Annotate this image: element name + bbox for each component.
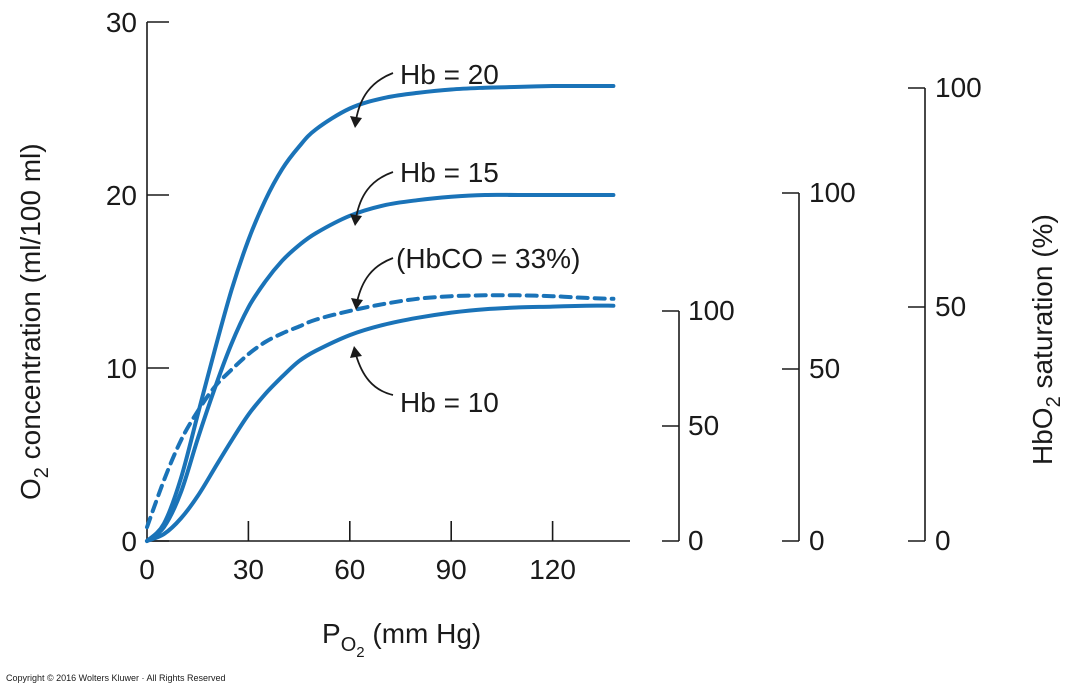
label-hb10: Hb = 10 [400, 387, 499, 418]
saturation-scale-hb10: 100 50 0 [662, 295, 735, 556]
y-tick-label: 10 [106, 353, 137, 384]
saturation-axis-title: HbO2 saturation (%) [1027, 214, 1065, 465]
sat-hb15-0: 0 [809, 525, 825, 556]
curve-hb15 [145, 192, 616, 543]
saturation-scale-hb15: 100 50 0 [782, 177, 856, 556]
y-axis-ticks: 0 10 20 30 [106, 7, 169, 557]
sat-hb10-100: 100 [688, 295, 735, 326]
arrow-hb20 [355, 72, 394, 121]
x-axis-title: PO2 (mm Hg) [322, 618, 481, 661]
curve-hbco [145, 293, 616, 530]
y-tick-label: 20 [106, 180, 137, 211]
copyright-notice: Copyright © 2016 Wolters Kluwer · All Ri… [6, 673, 226, 683]
arrowhead-hbco [351, 298, 363, 310]
curves [145, 83, 616, 543]
saturation-scale-hb20: 100 50 0 [908, 72, 982, 556]
y-tick-label: 0 [121, 526, 137, 557]
sat-hb10-50: 50 [688, 410, 719, 441]
arrow-hbco [356, 257, 394, 303]
sat-hb15-100: 100 [809, 177, 856, 208]
arrow-hb10 [355, 354, 394, 396]
curve-hb20 [145, 83, 616, 543]
x-tick-label: 90 [436, 554, 467, 585]
y-axis-title: O2 concentration (ml/100 ml) [15, 143, 53, 500]
arrow-hb15 [355, 171, 394, 219]
x-tick-label: 60 [334, 554, 365, 585]
y-tick-label: 30 [106, 7, 137, 38]
x-tick-label: 0 [139, 554, 155, 585]
label-hb20: Hb = 20 [400, 59, 499, 90]
x-tick-label: 30 [233, 554, 264, 585]
x-tick-label: 120 [529, 554, 576, 585]
sat-hb10-0: 0 [688, 525, 704, 556]
label-hbco: (HbCO = 33%) [396, 243, 580, 274]
sat-hb15-50: 50 [809, 353, 840, 384]
sat-hb20-0: 0 [935, 525, 951, 556]
label-arrows [355, 72, 394, 396]
sat-hb20-50: 50 [935, 291, 966, 322]
arrowhead-hb20 [350, 116, 362, 128]
x-axis-ticks: 0 30 60 90 120 [139, 521, 576, 585]
arrowheads [350, 116, 363, 358]
label-hb15: Hb = 15 [400, 157, 499, 188]
sat-hb20-100: 100 [935, 72, 982, 103]
curve-hb10 [145, 303, 616, 543]
arrowhead-hb15 [350, 214, 362, 226]
arrowhead-hb10 [350, 346, 362, 358]
